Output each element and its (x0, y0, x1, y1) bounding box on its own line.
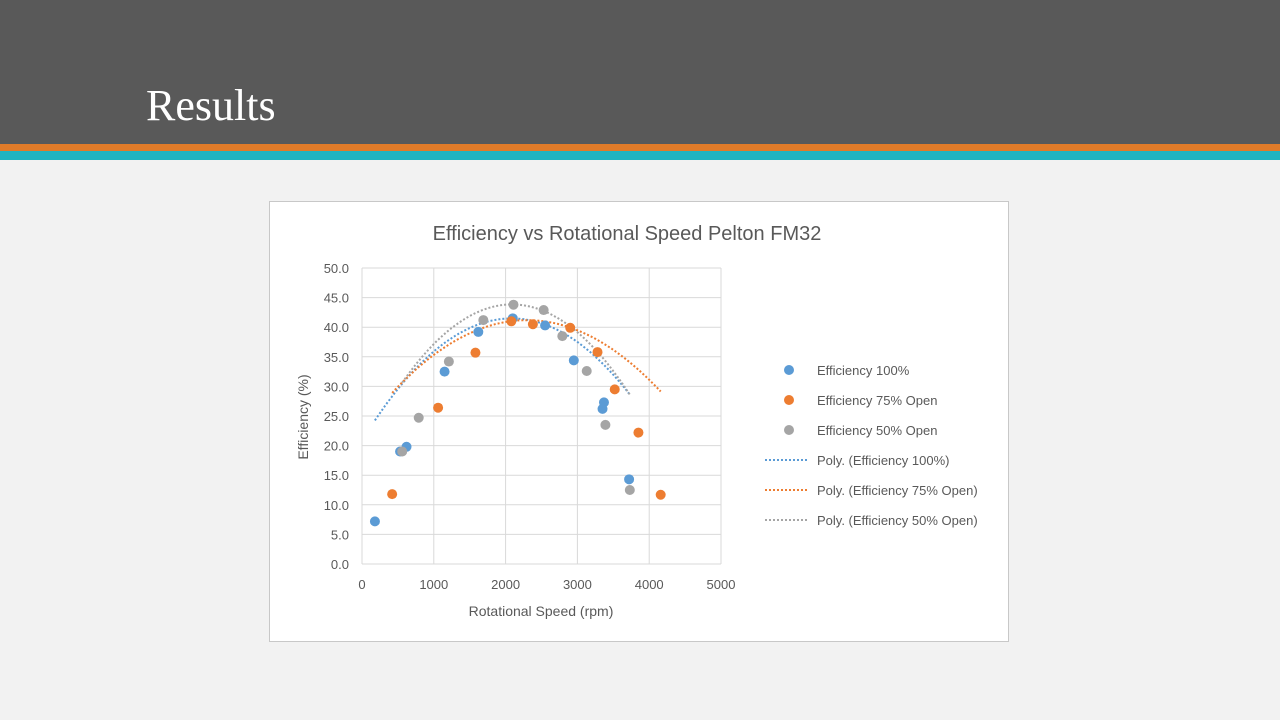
data-point (624, 485, 635, 495)
data-point (439, 366, 450, 377)
legend-entry: Poly. (Efficiency 100%) (817, 453, 949, 468)
legend-entry: Poly. (Efficiency 50% Open) (817, 513, 978, 528)
y-tick-label: 20.0 (324, 439, 349, 454)
data-point (508, 299, 519, 310)
x-axis-label: Rotational Speed (rpm) (469, 603, 614, 619)
data-point (478, 315, 489, 326)
data-point (470, 347, 481, 358)
trendline (391, 319, 662, 394)
data-point (369, 516, 380, 527)
data-point (443, 356, 454, 367)
data-point (433, 402, 444, 413)
legend-marker (784, 395, 794, 405)
trendlines (374, 303, 662, 421)
chart-axes: 0.0 5.0 10.0 15.0 20.0 25.0 30.0 35.0 40.0 45.0 50… (324, 261, 736, 592)
legend-entry: Poly. (Efficiency 75% Open) (817, 483, 978, 498)
data-point (581, 366, 592, 377)
slide-header (0, 0, 1280, 144)
y-tick-label: 30.0 (324, 379, 349, 394)
data-point (538, 305, 549, 316)
x-tick-label: 1000 (419, 577, 448, 592)
accent-stripe-teal (0, 151, 1280, 160)
x-tick-label: 2000 (491, 577, 520, 592)
y-tick-label: 50.0 (324, 261, 349, 276)
data-point (397, 446, 408, 457)
data-point (655, 489, 666, 500)
y-tick-label: 25.0 (324, 409, 349, 424)
data-point (568, 355, 579, 366)
chart: Efficiency vs Rotational Speed Pelton FM… (295, 223, 978, 619)
accent-stripe-orange (0, 144, 1280, 151)
chart-title: Efficiency vs Rotational Speed Pelton FM… (433, 223, 822, 245)
y-tick-label: 15.0 (324, 468, 349, 483)
y-tick-label: 45.0 (324, 291, 349, 306)
data-point (540, 320, 551, 331)
y-axis-label: Efficiency (%) (295, 374, 311, 459)
x-tick-label: 3000 (563, 577, 592, 592)
x-tick-label: 5000 (707, 577, 736, 592)
x-tick-label: 0 (358, 577, 365, 592)
chart-frame: Efficiency vs Rotational Speed Pelton FM… (269, 201, 1009, 642)
data-point (624, 474, 635, 485)
data-point (609, 384, 620, 395)
data-point (557, 331, 568, 342)
data-point (600, 419, 611, 430)
legend-entry: Efficiency 50% Open (817, 423, 937, 438)
chart-legend: Efficiency 100% Efficiency 75% Open Effici… (765, 363, 978, 528)
legend-entry: Efficiency 75% Open (817, 393, 937, 408)
y-tick-label: 10.0 (324, 498, 349, 513)
legend-entry: Efficiency 100% (817, 363, 910, 378)
data-point (506, 316, 517, 327)
data-point (598, 397, 609, 408)
data-point (527, 319, 538, 330)
data-point (413, 412, 424, 423)
data-point (592, 347, 603, 358)
x-tick-label: 4000 (635, 577, 664, 592)
y-tick-label: 35.0 (324, 350, 349, 365)
trendline (401, 303, 631, 396)
data-point (387, 489, 398, 500)
y-tick-label: 0.0 (331, 557, 349, 572)
data-points (369, 299, 666, 527)
legend-marker (784, 365, 794, 375)
y-tick-label: 40.0 (324, 320, 349, 335)
data-point (473, 326, 484, 337)
data-point (633, 427, 644, 438)
data-point (565, 322, 576, 333)
legend-marker (784, 425, 794, 435)
slide-title: Results (146, 81, 276, 130)
y-tick-label: 5.0 (331, 527, 349, 542)
